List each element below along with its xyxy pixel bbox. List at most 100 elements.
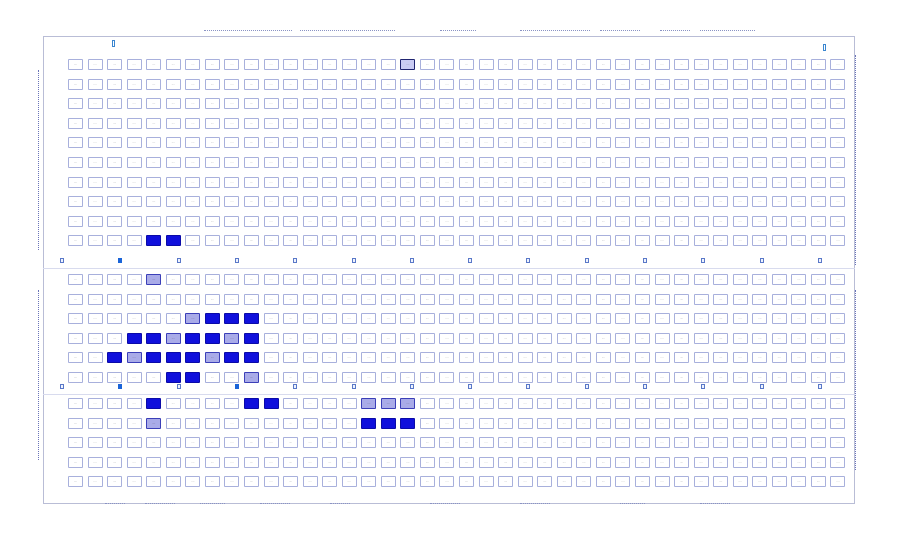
seat[interactable]: ···· [517, 398, 533, 409]
seat[interactable]: ···· [517, 274, 533, 285]
seat[interactable]: ···· [243, 98, 259, 110]
seat[interactable]: ···· [204, 78, 220, 90]
seat[interactable]: ···· [478, 352, 494, 364]
seat[interactable]: ···· [674, 313, 690, 325]
seat[interactable]: ···· [107, 78, 123, 90]
seat[interactable]: ···· [146, 117, 162, 129]
seat[interactable]: ···· [615, 372, 631, 383]
seat[interactable]: ···· [654, 274, 670, 285]
seat[interactable]: ···· [419, 417, 435, 429]
seat[interactable]: ···· [302, 78, 318, 90]
seat[interactable]: ···· [68, 157, 83, 168]
seat[interactable]: ···· [830, 398, 846, 409]
seat[interactable]: ···· [419, 235, 435, 247]
seat[interactable]: ···· [634, 352, 650, 364]
seat[interactable]: ···· [517, 98, 533, 110]
seat[interactable]: ···· [126, 372, 142, 383]
seat[interactable]: ···· [243, 274, 259, 285]
seat[interactable]: ···· [322, 417, 338, 429]
seat[interactable]: ···· [517, 476, 533, 488]
seat[interactable]: ···· [537, 352, 553, 364]
seat[interactable]: ···· [732, 313, 748, 325]
seat[interactable]: ···· [322, 437, 338, 449]
seat[interactable]: ···· [361, 117, 377, 129]
seat[interactable]: ···· [322, 117, 338, 129]
seat[interactable]: ···· [517, 196, 533, 208]
seat[interactable]: ···· [107, 437, 123, 449]
seat[interactable]: ···· [752, 437, 768, 449]
seat[interactable]: ···· [107, 157, 123, 168]
seat[interactable]: ···· [693, 476, 709, 488]
seat[interactable]: ···· [283, 137, 299, 149]
seat[interactable]: ···· [68, 332, 83, 344]
seat[interactable]: ···· [146, 98, 162, 110]
seat[interactable]: ···· [400, 456, 416, 468]
seat[interactable]: ···· [165, 78, 181, 90]
seat[interactable]: ···· [752, 196, 768, 208]
seat[interactable]: ···· [732, 196, 748, 208]
seat[interactable]: ···· [713, 332, 729, 344]
seat[interactable]: ···· [517, 59, 533, 70]
seat[interactable]: ···· [185, 196, 201, 208]
seat[interactable]: ···· [87, 332, 103, 344]
seat[interactable]: ···· [713, 372, 729, 383]
seat[interactable]: ···· [517, 372, 533, 383]
seat[interactable]: ···· [498, 313, 514, 325]
seat[interactable]: ···· [322, 332, 338, 344]
seat[interactable]: ···· [556, 78, 572, 90]
seat[interactable]: ···· [341, 215, 357, 227]
seat[interactable]: ···· [634, 137, 650, 149]
seat[interactable]: ···· [791, 215, 807, 227]
seat[interactable]: ···· [615, 398, 631, 409]
seat[interactable]: ···· [791, 372, 807, 383]
seat[interactable]: ···· [380, 417, 396, 429]
seat[interactable]: ···· [634, 456, 650, 468]
seat[interactable]: ···· [478, 398, 494, 409]
seat[interactable]: ···· [791, 398, 807, 409]
seat[interactable]: ···· [478, 417, 494, 429]
seat[interactable]: ···· [243, 176, 259, 188]
seat[interactable]: ···· [517, 157, 533, 168]
seat[interactable]: ···· [654, 417, 670, 429]
seat[interactable]: ···· [204, 235, 220, 247]
seat[interactable]: ···· [771, 235, 787, 247]
seat[interactable]: ···· [830, 352, 846, 364]
seat[interactable]: ···· [263, 293, 279, 305]
seat[interactable]: ···· [107, 398, 123, 409]
seat[interactable]: ···· [576, 157, 592, 168]
seat[interactable]: ···· [341, 293, 357, 305]
seat[interactable]: ···· [361, 417, 377, 429]
seat[interactable]: ···· [654, 398, 670, 409]
seat[interactable]: ···· [107, 456, 123, 468]
seat[interactable]: ···· [126, 215, 142, 227]
seat[interactable]: ···· [263, 137, 279, 149]
seat[interactable]: ···· [771, 437, 787, 449]
seat[interactable]: ···· [204, 176, 220, 188]
seat[interactable]: ···· [595, 78, 611, 90]
seat[interactable]: ···· [791, 235, 807, 247]
seat[interactable]: ···· [439, 293, 455, 305]
seat[interactable]: ···· [243, 215, 259, 227]
seat[interactable]: ···· [185, 437, 201, 449]
seat[interactable]: ···· [322, 137, 338, 149]
seat[interactable]: ···· [283, 98, 299, 110]
seat[interactable]: ···· [107, 293, 123, 305]
seat[interactable]: ···· [361, 476, 377, 488]
seat[interactable]: ···· [771, 476, 787, 488]
seat[interactable]: ···· [165, 476, 181, 488]
seat[interactable]: ···· [165, 437, 181, 449]
seat[interactable]: ···· [107, 117, 123, 129]
seat[interactable]: ···· [752, 137, 768, 149]
seat[interactable]: ···· [243, 78, 259, 90]
seat[interactable]: ···· [654, 235, 670, 247]
seat[interactable]: ···· [595, 59, 611, 70]
seat[interactable]: ···· [283, 59, 299, 70]
seat[interactable]: ···· [654, 59, 670, 70]
seat[interactable]: ···· [87, 157, 103, 168]
seat[interactable]: ···· [830, 437, 846, 449]
seat[interactable]: ···· [107, 235, 123, 247]
seat[interactable]: ···· [498, 293, 514, 305]
seat[interactable]: ···· [283, 332, 299, 344]
seat[interactable]: ···· [243, 456, 259, 468]
seat[interactable]: ···· [185, 157, 201, 168]
